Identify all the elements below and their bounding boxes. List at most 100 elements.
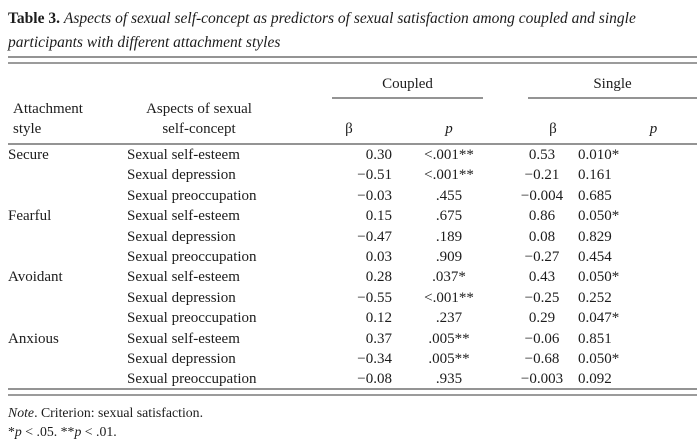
spanner-spacer	[8, 65, 288, 99]
aspect-cell: Sexual self-esteem	[127, 330, 240, 347]
aspect-cell: Sexual depression	[127, 351, 236, 368]
sig-p-1: p	[14, 424, 22, 439]
table-caption: Table 3. Aspects of sexual self-concept …	[8, 7, 696, 55]
single-p-cell: 0.047*	[578, 310, 620, 327]
attachment-style-cell	[8, 369, 127, 389]
coupled-group-label: Coupled	[332, 74, 483, 99]
aspect-cell: Sexual preoccupation	[127, 310, 257, 327]
single-beta-cell: 0.29	[528, 310, 556, 327]
coupled-beta-cell: 0.37	[365, 330, 392, 347]
table-row: Sexual depression −0.47 .189 0.08 0.829	[8, 227, 697, 247]
table-row: Fearful Sexual self-esteem 0.15 .675 0.8…	[8, 206, 697, 226]
sig-star-1: *	[8, 424, 15, 439]
table-number-label: Table 3.	[8, 10, 60, 27]
table-row: Sexual preoccupation −0.08 .935 −0.003 0…	[8, 369, 697, 389]
aspect-cell: Sexual self-esteem	[127, 147, 240, 163]
coupled-beta-cell: −0.51	[357, 167, 392, 184]
sig-text-1: < .05. **	[21, 424, 75, 439]
column-group-row: Coupled Single	[8, 65, 697, 99]
coupled-beta-cell: 0.03	[365, 249, 392, 266]
coupled-beta-cell: −0.08	[357, 371, 392, 388]
attachment-style-cell: Fearful	[8, 208, 52, 225]
coupled-p-cell: .935	[435, 371, 463, 388]
coupled-p-cell: .237	[435, 310, 463, 327]
single-p-cell: 0.851	[578, 330, 612, 347]
single-p-cell: 0.454	[578, 249, 612, 266]
coupled-beta-cell: −0.55	[357, 289, 392, 306]
table-row: Avoidant Sexual self-esteem 0.28 .037* 0…	[8, 267, 697, 287]
table-row: Sexual preoccupation 0.12 .237 0.29 0.04…	[8, 308, 697, 328]
coupled-p-cell: .005**	[428, 351, 470, 368]
single-p-cell: 0.252	[578, 289, 612, 306]
attachment-style-cell	[8, 247, 127, 267]
coupled-p-cell: .189	[435, 228, 463, 245]
single-beta-cell: 0.86	[528, 208, 556, 225]
attachment-style-cell: Secure	[8, 147, 49, 163]
header-row: Attachment style Aspects of sexual self-…	[8, 99, 697, 145]
attachment-style-cell	[8, 165, 127, 185]
coupled-p-cell: .675	[435, 208, 463, 225]
table-row: Sexual preoccupation −0.03 .455 −0.004 0…	[8, 186, 697, 206]
table-note: Note. Criterion: sexual satisfaction.	[8, 404, 203, 421]
aspect-cell: Sexual self-esteem	[127, 269, 240, 286]
single-p-cell: 0.050*	[578, 208, 620, 225]
attachment-style-cell: Avoidant	[8, 269, 63, 286]
aspect-cell: Sexual preoccupation	[127, 249, 257, 266]
table-row: Sexual depression −0.55 <.001** −0.25 0.…	[8, 288, 697, 308]
single-beta-cell: −0.27	[524, 249, 560, 266]
coupled-beta-cell: −0.47	[357, 228, 392, 245]
single-beta-cell: 0.53	[528, 147, 556, 163]
coupled-beta-cell: 0.28	[365, 269, 392, 286]
coupled-beta-cell: −0.03	[357, 187, 392, 204]
table-row: Anxious Sexual self-esteem 0.37 .005** −…	[8, 329, 697, 349]
coupled-beta-cell: 0.30	[365, 147, 392, 163]
aspects-header-label: Aspects of sexual self-concept	[146, 101, 252, 137]
single-p-header: p	[578, 99, 697, 145]
coupled-p-cell: .455	[435, 187, 463, 204]
top-double-rule	[8, 56, 697, 64]
sig-p-2: p	[74, 424, 82, 439]
single-p-cell: 0.829	[578, 228, 612, 245]
attachment-style-cell: Anxious	[8, 330, 59, 347]
note-label: Note	[8, 405, 35, 420]
coupled-p-header: p	[392, 99, 506, 145]
coupled-p-cell: .005**	[428, 330, 470, 347]
bottom-double-rule	[8, 388, 697, 396]
aspect-cell: Sexual self-esteem	[127, 208, 240, 225]
single-p-cell: 0.050*	[578, 351, 620, 368]
single-beta-cell: −0.25	[524, 289, 560, 306]
attachment-style-cell	[8, 227, 127, 247]
table-caption-text: Aspects of sexual self-concept as predic…	[8, 10, 636, 51]
attachment-style-header-label: Attachment style	[13, 101, 83, 137]
table-row: Sexual depression −0.51 <.001** −0.21 0.…	[8, 165, 697, 185]
coupled-beta-header: β	[288, 99, 392, 145]
attachment-style-header: Attachment style	[8, 99, 127, 145]
aspect-cell: Sexual depression	[127, 228, 236, 245]
coupled-beta-cell: 0.12	[365, 310, 392, 327]
single-p-cell: 0.050*	[578, 269, 620, 286]
coupled-p-cell: <.001**	[424, 167, 474, 184]
table-row: Sexual preoccupation 0.03 .909 −0.27 0.4…	[8, 247, 697, 267]
aspect-cell: Sexual preoccupation	[127, 187, 257, 204]
results-table: Coupled Single Attachment style Aspects …	[8, 65, 697, 390]
attachment-style-cell	[8, 288, 127, 308]
aspects-header: Aspects of sexual self-concept	[127, 99, 288, 145]
single-beta-cell: −0.06	[524, 330, 560, 347]
single-group-label: Single	[528, 74, 697, 99]
aspect-cell: Sexual preoccupation	[127, 371, 257, 388]
single-beta-cell: −0.004	[520, 187, 564, 204]
coupled-p-cell: .909	[435, 249, 463, 266]
aspect-cell: Sexual depression	[127, 167, 236, 184]
single-p-cell: 0.161	[578, 167, 612, 184]
single-p-cell: 0.092	[578, 371, 612, 388]
sig-text-2: < .01.	[81, 424, 117, 439]
aspect-cell: Sexual depression	[127, 289, 236, 306]
attachment-style-cell	[8, 349, 127, 369]
table-row: Sexual depression −0.34 .005** −0.68 0.0…	[8, 349, 697, 369]
attachment-style-cell	[8, 308, 127, 328]
single-beta-header: β	[506, 99, 578, 145]
single-p-cell: 0.010*	[578, 147, 620, 163]
single-beta-cell: −0.68	[524, 351, 560, 368]
significance-note: *p < .05. **p < .01.	[8, 423, 117, 440]
